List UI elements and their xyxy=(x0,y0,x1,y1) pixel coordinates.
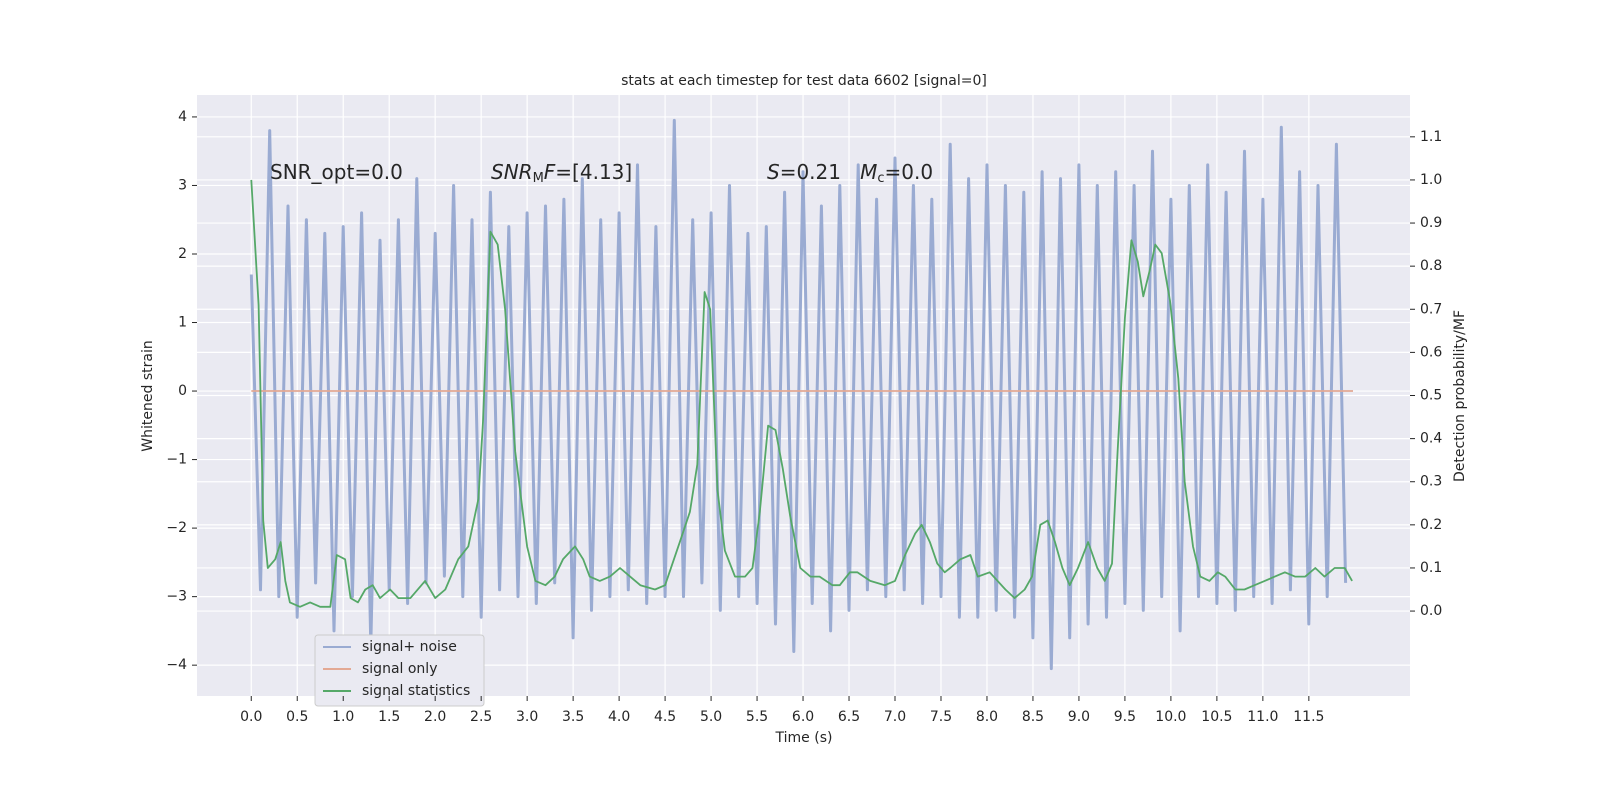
x-tick-label: 1.5 xyxy=(378,709,400,725)
legend-box xyxy=(314,634,485,707)
y2-axis-label: Detection probability/MF xyxy=(1452,310,1468,482)
x-tick-label: 10.5 xyxy=(1201,709,1232,725)
x-tick-label: 11.0 xyxy=(1247,709,1278,725)
y-tick-label: −2 xyxy=(166,520,187,536)
y2-tick-label: 0.3 xyxy=(1420,474,1442,490)
x-tick-label: 10.0 xyxy=(1155,709,1186,725)
x-axis-label: Time (s) xyxy=(775,730,833,746)
x-tick-label: 0.5 xyxy=(286,709,308,725)
x-tick-label: 4.0 xyxy=(608,709,630,725)
annotation-part: M xyxy=(860,160,877,184)
y-tick-label: 2 xyxy=(178,246,187,262)
chart-title: stats at each timestep for test data 660… xyxy=(621,73,987,89)
y-tick-label: 3 xyxy=(178,177,187,193)
y-tick-label: 1 xyxy=(178,315,187,331)
x-tick-label: 11.5 xyxy=(1293,709,1324,725)
legend-label: signal statistics xyxy=(362,683,470,699)
annotation: SNRMF=[4.13] xyxy=(491,160,632,186)
x-tick-label: 4.5 xyxy=(654,709,676,725)
y2-tick-label: 0.5 xyxy=(1420,388,1442,404)
y2-tick-label: 0.0 xyxy=(1420,603,1442,619)
y2-tick-label: 0.4 xyxy=(1420,431,1442,447)
x-tick-label: 7.5 xyxy=(930,709,952,725)
y2-tick-label: 0.7 xyxy=(1420,301,1442,317)
x-tick-label: 8.5 xyxy=(1022,709,1044,725)
annotation-part: F xyxy=(544,160,556,184)
y2-tick-label: 0.9 xyxy=(1420,215,1442,231)
annotation-part: SNR xyxy=(491,160,533,184)
x-tick-label: 0.0 xyxy=(240,709,262,725)
y2-tick-label: 0.2 xyxy=(1420,517,1442,533)
y-tick-label: 0 xyxy=(178,383,187,399)
annotation-part: c xyxy=(877,171,884,186)
x-tick-label: 9.0 xyxy=(1068,709,1090,725)
y2-tick-label: 1.0 xyxy=(1420,172,1442,188)
x-tick-label: 3.0 xyxy=(516,709,538,725)
y-tick-label: −1 xyxy=(166,452,187,468)
y-tick-label: −3 xyxy=(166,589,187,605)
x-tick-label: 6.5 xyxy=(838,709,860,725)
annotation-part: =0.0 xyxy=(885,160,934,184)
annotation-part: =[4.13] xyxy=(555,160,632,184)
x-tick-label: 6.0 xyxy=(792,709,814,725)
series-line xyxy=(249,118,1348,671)
annotation-part: S xyxy=(767,160,780,184)
annotation-part: SNR_opt=0.0 xyxy=(270,160,403,184)
legend-label: signal only xyxy=(362,661,437,677)
y2-tick-label: 1.1 xyxy=(1420,129,1442,145)
y-tick-label: 4 xyxy=(178,109,187,125)
x-tick-label: 1.0 xyxy=(332,709,354,725)
x-tick-label: 5.5 xyxy=(746,709,768,725)
y2-tick-label: 0.1 xyxy=(1420,560,1442,576)
x-tick-label: 7.0 xyxy=(884,709,906,725)
annotation-part: =0.21 xyxy=(780,160,860,184)
annotation: S=0.21 Mc=0.0 xyxy=(767,160,933,186)
x-tick-label: 8.0 xyxy=(976,709,998,725)
x-tick-label: 2.0 xyxy=(424,709,446,725)
y2-tick-label: 0.6 xyxy=(1420,344,1442,360)
y-tick-label: −4 xyxy=(166,657,187,673)
x-tick-label: 3.5 xyxy=(562,709,584,725)
series-line xyxy=(250,179,1353,608)
annotation-part: M xyxy=(533,171,544,186)
legend-label: signal+ noise xyxy=(362,639,457,655)
x-tick-label: 5.0 xyxy=(700,709,722,725)
y2-tick-label: 0.8 xyxy=(1420,258,1442,274)
annotation: SNR_opt=0.0 xyxy=(270,160,403,184)
x-tick-label: 9.5 xyxy=(1114,709,1136,725)
x-tick-label: 2.5 xyxy=(470,709,492,725)
y-axis-label: Whitened strain xyxy=(140,340,156,451)
